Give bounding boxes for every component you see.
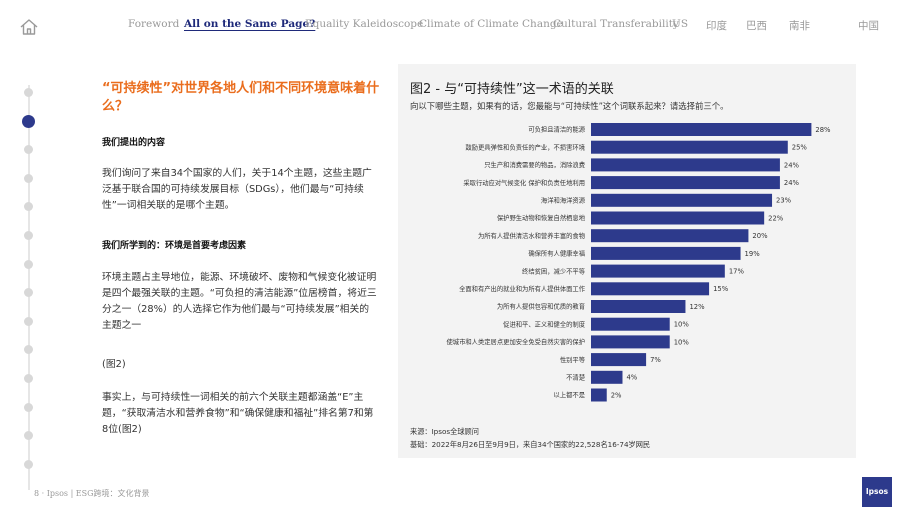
figure-reference: (图2): [102, 359, 126, 370]
bar-value-label: 24%: [784, 179, 800, 187]
bar-category-label: 只生产和消费需要的物品，消除浪费: [484, 160, 585, 169]
section-title-what-we-asked: 我们提出的内容: [102, 138, 166, 148]
bar-value-label: 4%: [626, 374, 637, 382]
bar-value-label: 28%: [815, 126, 831, 134]
bar-category-label: 性别平等: [560, 355, 586, 364]
figure-panel: 图2 - 与“可持续性”这一术语的关联 向以下哪些主题，如果有的话，您最能与“可…: [398, 64, 856, 458]
progress-dot[interactable]: [24, 431, 33, 441]
bar: [591, 282, 710, 296]
bar-category-label: 保护野生动物和恢复自然栖息地: [497, 213, 586, 222]
section-text-what-we-asked: 我们询问了来自34个国家的人们，关于14个主题，这些主题广泛基于联合国的可持续发…: [102, 168, 372, 211]
nav-india[interactable]: 印度: [706, 20, 727, 32]
figure-source: 来源：Ipsos全球顾问: [410, 427, 479, 436]
progress-dot[interactable]: [24, 402, 33, 412]
bar-value-label: 2%: [611, 391, 622, 399]
bar: [591, 211, 765, 225]
progress-dot[interactable]: [24, 459, 33, 469]
bar-value-label: 17%: [729, 268, 745, 276]
section-title-what-we-learned: 我们所学到的：环境是首要考虑因素: [102, 241, 247, 251]
bar-category-label: 鼓励更具弹性和负责任的产业，不损害环境: [465, 142, 585, 151]
progress-dot[interactable]: [24, 202, 33, 212]
bar-category-label: 为所有人提供包容和优质的教育: [497, 302, 585, 311]
nav-us[interactable]: US: [672, 18, 689, 30]
nav-south-africa[interactable]: 南非: [789, 20, 810, 32]
progress-dot[interactable]: [24, 288, 33, 298]
progress-dot[interactable]: [24, 316, 33, 326]
bar-value-label: 25%: [792, 144, 808, 152]
bar-value-label: 20%: [752, 232, 768, 240]
page-footer: 8 · Ipsos | ESG跨境：文化背景: [34, 489, 150, 498]
bar: [591, 123, 812, 136]
bar: [591, 193, 773, 207]
bar-value-label: 19%: [745, 250, 761, 258]
progress-dot[interactable]: [22, 114, 35, 128]
page-heading: “可持续性”对世界各地人们和不同环境意味着什么？: [102, 81, 380, 114]
bar: [591, 158, 780, 172]
bar-category-label: 海洋和海洋资源: [541, 196, 586, 205]
bar-category-label: 可负担且清洁的能源: [528, 125, 585, 134]
bar-category-label: 为所有人提供清洁水和营养丰富的食物: [478, 231, 585, 240]
bar-category-label: 使城市和人类定居点更加安全免受自然灾害的保护: [446, 337, 585, 346]
bar-value-label: 23%: [776, 197, 792, 205]
bar: [591, 353, 647, 367]
section-text-in-fact: 事实上，与可持续性一词相关的前六个关联主题都涵盖“E”主题，“获取清洁水和营养食…: [102, 392, 374, 435]
bar: [591, 229, 749, 243]
bar-value-label: 24%: [784, 161, 800, 169]
bar-value-label: 15%: [713, 285, 729, 293]
progress-dot[interactable]: [24, 173, 33, 183]
nav-cultural-transferability[interactable]: Cultural Transferability: [553, 18, 679, 30]
bar-value-label: 12%: [689, 303, 705, 311]
bar: [591, 140, 788, 154]
progress-dot[interactable]: [24, 345, 33, 355]
nav-china[interactable]: 中国: [858, 20, 879, 32]
bar-category-label: 以上都不是: [554, 390, 586, 399]
progress-dot[interactable]: [24, 259, 33, 269]
home-icon[interactable]: [18, 16, 40, 38]
figure-base: 基础：2022年8月26日至9月9日，来自34个国家的22,528名16-74岁…: [410, 440, 651, 449]
bar-value-label: 10%: [674, 321, 690, 329]
progress-dot[interactable]: [24, 145, 33, 155]
bar-category-label: 全面和有产出的就业和为所有人提供体面工作: [459, 284, 586, 293]
section-text-what-we-learned: 环境主题占主导地位，能源、环境破坏、废物和气候变化被证明是四个最强关联的主题。“…: [102, 272, 377, 331]
nav-foreword[interactable]: Foreword: [128, 18, 180, 30]
bar-value-label: 22%: [768, 214, 784, 222]
bar: [591, 264, 725, 278]
bar-category-label: 采取行动应对气候变化 保护和负责任地利用: [463, 178, 585, 187]
figure-question: 向以下哪些主题，如果有的话，您最能与“可持续性”这个词联系起来？请选择前三个。: [410, 101, 729, 111]
progress-dot[interactable]: [24, 231, 33, 240]
nav-climate-of-climate-change[interactable]: Climate of Climate Change: [419, 18, 563, 30]
bar: [591, 176, 780, 190]
bar: [591, 335, 670, 349]
ipsos-logo: Ipsos: [862, 477, 892, 507]
top-nav: Foreword All on the Same Page? Equality …: [0, 18, 920, 38]
progress-dot[interactable]: [24, 374, 33, 383]
bar: [591, 246, 741, 260]
bar-value-label: 10%: [674, 338, 690, 346]
progress-dot[interactable]: [24, 88, 33, 97]
nav-brazil[interactable]: 巴西: [746, 20, 767, 32]
bar-chart: 可负担且清洁的能源 28% 鼓励更具弹性和负责任的产业，不损害环境 25% 只生产和消费…: [446, 123, 831, 402]
bar-category-label: 确保所有人健康幸福: [528, 249, 585, 258]
bar: [591, 300, 686, 313]
progress-track: [28, 85, 30, 490]
bar-value-label: 7%: [650, 356, 661, 364]
nav-equality-kaleidoscope[interactable]: Equality Kaleidoscope: [305, 18, 424, 30]
bar-category-label: 终结贫困，减少不平等: [522, 266, 586, 275]
bar: [591, 370, 623, 384]
bar: [591, 388, 607, 402]
nav-all-on-the-same-page[interactable]: All on the Same Page?: [184, 18, 316, 30]
bar: [591, 317, 670, 331]
bar-category-label: 促进和平、正义和健全的制度: [503, 319, 586, 328]
bar-category-label: 不清楚: [566, 373, 586, 382]
figure-title: 图2 - 与“可持续性”这一术语的关联: [410, 82, 614, 97]
